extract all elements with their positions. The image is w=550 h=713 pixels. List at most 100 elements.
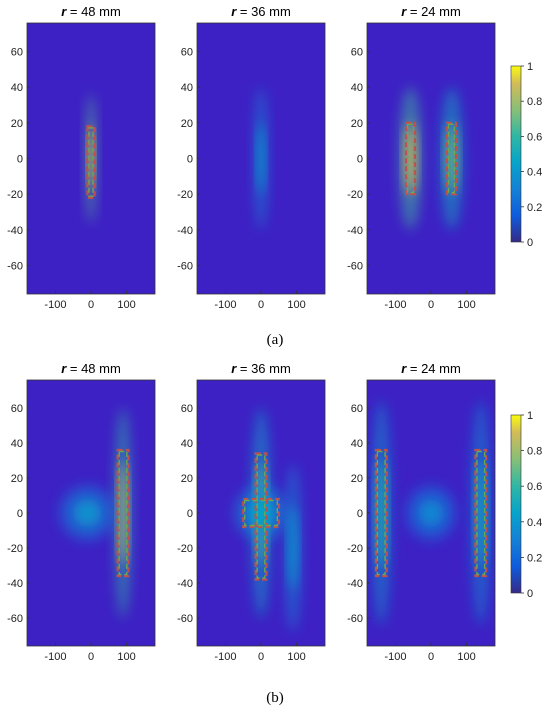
x-tick-label: 100 — [457, 651, 475, 663]
caption-a: (a) — [267, 332, 284, 348]
panel-title-symbol: r — [231, 4, 237, 19]
region-inner-outline — [447, 123, 456, 194]
x-tick-label: -100 — [214, 651, 236, 663]
y-tick-label: 40 — [351, 438, 363, 450]
region-outline — [242, 497, 280, 529]
region-outline — [374, 448, 388, 578]
intensity-peak — [247, 499, 275, 527]
region-inner-outline — [244, 499, 278, 527]
y-tick-label: 20 — [11, 473, 23, 485]
region-outline — [254, 452, 268, 581]
colorbar-tick-label: 0.4 — [527, 167, 542, 179]
colorbar-b: 1 0.8 0.6 0.4 0.2 0 — [510, 410, 542, 600]
x-tick-label: -100 — [214, 299, 236, 311]
y-tick-label: 40 — [181, 82, 193, 94]
region-inner-outline — [118, 450, 128, 576]
y-tick-label: -20 — [347, 189, 363, 201]
intensity-peak — [475, 457, 486, 569]
colorbar-tick-label: 0.2 — [527, 552, 542, 564]
y-tick-label: 60 — [351, 47, 363, 59]
colorbar-tick-label: 0 — [527, 588, 533, 600]
region-outline — [86, 125, 96, 199]
y-tick-label: 40 — [11, 82, 23, 94]
y-tick-label: 20 — [181, 473, 193, 485]
colorbar-tick-label: 0 — [527, 237, 533, 249]
y-tick-label: -60 — [177, 613, 193, 625]
region-inner-outline — [256, 454, 266, 579]
y-tick-label: -20 — [7, 543, 23, 555]
y-tick-label: 0 — [357, 508, 363, 520]
panel-title-symbol: r — [401, 361, 407, 376]
colorbar-tick-label: 1 — [527, 61, 533, 73]
x-tick-label: 100 — [117, 651, 135, 663]
region-outline — [445, 121, 457, 196]
y-tick-label: 60 — [181, 47, 193, 59]
colorbar-gradient — [510, 414, 522, 594]
heatmap-panel-a-3: r = 24 mm 60 40 20 0 -20 -40 -60 -100 0 100 — [347, 4, 496, 311]
y-tick-label: -60 — [177, 260, 193, 272]
intensity-peak — [376, 457, 387, 569]
colorbar-tick-label: 0.8 — [527, 446, 542, 458]
y-tick-label: 0 — [17, 508, 23, 520]
intensity-peak — [288, 506, 298, 590]
heatmap-panel-b-2: r = 36 mm 60 40 20 0 -20 -40 -60 -100 0 100 — [177, 361, 326, 663]
intensity-peak — [418, 499, 444, 527]
caption-b: (b) — [266, 690, 284, 706]
region-outline — [474, 448, 488, 578]
panel-title: r = 36 mm — [231, 4, 291, 19]
y-tick-label: 0 — [17, 154, 23, 166]
y-tick-label: -60 — [347, 260, 363, 272]
region-inner-outline — [406, 123, 415, 194]
x-tick-label: 100 — [457, 299, 475, 311]
y-tick-label: 60 — [11, 403, 23, 415]
heatmap-panel-b-1: r = 48 mm 60 40 20 0 -20 -40 -60 -100 0 100 — [7, 361, 156, 663]
panel-title: r = 48 mm — [61, 4, 121, 19]
y-tick-label: 40 — [351, 82, 363, 94]
y-tick-label: 20 — [181, 118, 193, 130]
x-tick-label: 0 — [258, 651, 264, 663]
y-tick-label: 20 — [351, 118, 363, 130]
colorbar-tick-label: 0.8 — [527, 96, 542, 108]
intensity-peak — [118, 460, 128, 566]
y-tick-label: 0 — [187, 154, 193, 166]
heatmap-panel-a-2: r = 36 mm 60 40 20 0 -20 -40 -60 -100 0 100 — [177, 4, 326, 311]
colorbar-tick-label: 0.6 — [527, 131, 542, 143]
panel-title-value: = 48 mm — [66, 361, 121, 376]
y-tick-label: -40 — [347, 578, 363, 590]
y-tick-label: -40 — [7, 578, 23, 590]
panels: r = 48 mm 60 40 20 0 -20 -40 -60 -100 0 100 r = 36 … — [7, 4, 496, 663]
panel-title: r = 24 mm — [401, 361, 461, 376]
panel-title-symbol: r — [231, 361, 237, 376]
heatmap-panel-b-3: r = 24 mm 60 40 20 0 -20 -40 -60 -100 0 100 — [347, 361, 496, 663]
region-inner-outline — [376, 450, 386, 576]
panel-title: r = 48 mm — [61, 361, 121, 376]
region-inner-outline — [476, 450, 486, 576]
y-tick-label: 40 — [11, 438, 23, 450]
y-tick-label: 60 — [181, 403, 193, 415]
y-tick-label: 0 — [357, 154, 363, 166]
y-tick-label: -20 — [177, 543, 193, 555]
x-tick-label: -100 — [384, 651, 406, 663]
panel-title-value: = 48 mm — [66, 4, 121, 19]
x-tick-label: -100 — [384, 299, 406, 311]
y-tick-label: 60 — [11, 47, 23, 59]
colorbars: 1 0.8 0.6 0.4 0.2 0 1 0.8 0.6 0.4 0.2 0 — [510, 61, 542, 600]
x-tick-label: 0 — [428, 299, 434, 311]
y-tick-label: 0 — [187, 508, 193, 520]
heatmap-panel-a-1: r = 48 mm 60 40 20 0 -20 -40 -60 -100 0 100 — [7, 4, 156, 311]
y-tick-label: -40 — [177, 578, 193, 590]
heatmap-background — [367, 23, 495, 294]
x-tick-label: 0 — [88, 299, 94, 311]
x-tick-label: 100 — [287, 299, 305, 311]
y-tick-label: -60 — [7, 260, 23, 272]
y-tick-label: -60 — [347, 613, 363, 625]
colorbar-tick-label: 0.2 — [527, 202, 542, 214]
intensity-peak — [257, 122, 265, 195]
y-tick-label: -20 — [347, 543, 363, 555]
y-tick-label: -20 — [177, 189, 193, 201]
colorbar-a: 1 0.8 0.6 0.4 0.2 0 — [510, 61, 542, 249]
colorbar-tick-label: 0.4 — [527, 517, 542, 529]
panel-title: r = 36 mm — [231, 361, 291, 376]
panel-title-value: = 36 mm — [236, 361, 291, 376]
panel-title-symbol: r — [61, 4, 67, 19]
